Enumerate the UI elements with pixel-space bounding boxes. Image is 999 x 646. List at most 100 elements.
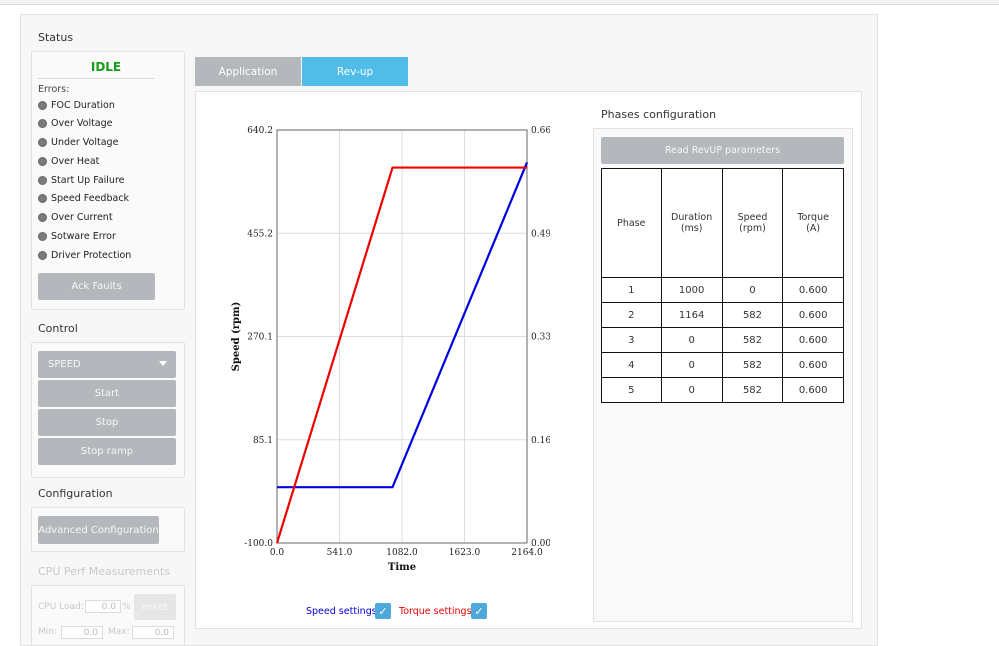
status-led-icon <box>38 250 47 260</box>
y-tick-label: 85.1 <box>253 436 273 446</box>
phase-number-cell: 1 <box>601 277 662 303</box>
torque-settings-checkbox[interactable]: ✓ <box>471 603 487 619</box>
error-item: Under Voltage <box>38 136 118 150</box>
error-label: FOC Duration <box>51 99 115 111</box>
torque-settings-label: Torque settings <box>399 606 472 617</box>
status-led-icon <box>38 213 47 222</box>
column-header: Speed (rpm) <box>721 168 784 278</box>
error-item: Sotware Error <box>38 229 116 243</box>
error-label: Speed Feedback <box>51 193 130 205</box>
divider <box>38 78 154 79</box>
ack-faults-button[interactable]: Ack Faults <box>38 273 155 300</box>
x-axis-label: Time <box>388 562 416 573</box>
editable-cell[interactable]: 0.600 <box>782 277 844 303</box>
status-led-icon <box>38 138 47 147</box>
speed-series-line <box>277 162 529 489</box>
table-row: 2 1164 582 0.600 <box>601 302 844 328</box>
y2-tick-label: 0.66 <box>531 126 550 136</box>
status-led-icon <box>38 100 47 110</box>
read-revup-button[interactable]: Read RevUP parameters <box>601 137 844 164</box>
check-icon: ✓ <box>378 604 388 618</box>
x-tick-label: 541.0 <box>327 548 353 558</box>
errors-label: Errors: <box>38 84 70 95</box>
motor-state: IDLE <box>90 60 122 74</box>
editable-cell[interactable]: 0 <box>660 377 723 403</box>
y-tick-label: 640.2 <box>247 126 273 136</box>
cpu-max-label: Max: <box>108 627 130 637</box>
x-tick-label: 1623.0 <box>449 548 481 558</box>
status-led-icon <box>38 156 47 166</box>
error-label: Start Up Failure <box>51 174 125 186</box>
table-row: 3 0 582 0.600 <box>601 327 844 353</box>
tab-rev-up[interactable]: Rev-up <box>302 57 408 86</box>
editable-cell[interactable]: 0 <box>721 277 784 303</box>
table-row: 1 1000 0 0.600 <box>601 277 844 303</box>
error-label: Sotware Error <box>51 230 116 242</box>
y2-tick-label: 0.49 <box>531 229 550 239</box>
error-label: Over Current <box>51 212 113 223</box>
error-item: Over Voltage <box>38 117 113 131</box>
top-tab-strip <box>0 0 999 5</box>
editable-cell[interactable]: 0 <box>660 352 723 378</box>
editable-cell[interactable]: 582 <box>721 302 784 328</box>
phase-number-cell: 3 <box>601 327 662 353</box>
status-led-icon <box>38 231 47 241</box>
mode-select[interactable]: SPEED <box>38 351 176 378</box>
error-label: Over Heat <box>51 155 100 167</box>
table-row: 5 0 582 0.600 <box>601 377 844 403</box>
error-item: FOC Duration <box>38 98 115 112</box>
cpu-min-field: 0.0 <box>61 626 103 639</box>
editable-cell[interactable]: 0 <box>660 327 723 353</box>
advanced-configuration-button[interactable]: Advanced Configuration <box>38 516 159 544</box>
editable-cell[interactable]: 0.600 <box>782 302 844 328</box>
chevron-down-icon <box>159 361 167 366</box>
error-item: Driver Protection <box>38 248 131 262</box>
speed-settings-label: Speed settings <box>306 606 377 617</box>
error-item: Over Current <box>38 211 113 225</box>
editable-cell[interactable]: 0.600 <box>782 327 844 353</box>
editable-cell[interactable]: 582 <box>721 352 784 378</box>
x-tick-label: 0.0 <box>270 548 285 558</box>
y-tick-label: 455.2 <box>247 229 273 239</box>
error-item: Over Heat <box>38 154 99 168</box>
error-item: Speed Feedback <box>38 192 129 206</box>
cpu-max-field: 0.0 <box>132 626 174 639</box>
editable-cell[interactable]: 1164 <box>660 302 723 328</box>
stop-ramp-button[interactable]: Stop ramp <box>38 438 176 465</box>
plot-frame <box>276 129 528 544</box>
cpu-load-unit: % <box>122 602 131 612</box>
editable-cell[interactable]: 0.600 <box>782 352 844 378</box>
column-header: Duration (ms) <box>660 168 723 278</box>
configuration-title: Configuration <box>38 487 113 500</box>
phases-title: Phases configuration <box>601 108 717 121</box>
table-header-row: Phase Duration (ms) Speed (rpm) Torque (… <box>601 168 844 278</box>
editable-cell[interactable]: 582 <box>721 327 784 353</box>
editable-cell[interactable]: 1000 <box>660 277 723 303</box>
cpu-load-field: 0.0 <box>85 600 121 613</box>
speed-settings-checkbox[interactable]: ✓ <box>375 603 391 619</box>
error-item: Start Up Failure <box>38 173 125 187</box>
phase-number-cell: 5 <box>601 377 662 403</box>
check-icon: ✓ <box>474 604 484 618</box>
status-led-icon <box>38 175 47 185</box>
tab-application[interactable]: Application <box>195 57 301 86</box>
y-tick-label: 270.1 <box>247 333 273 343</box>
column-header: Torque (A) <box>782 168 844 278</box>
status-title: Status <box>38 31 74 44</box>
editable-cell[interactable]: 0.600 <box>782 377 844 403</box>
error-label: Driver Protection <box>51 249 132 261</box>
start-button[interactable]: Start <box>38 380 176 407</box>
torque-series-line <box>275 166 527 544</box>
phase-number-cell: 4 <box>601 352 662 378</box>
cpu-reset-button[interactable]: reset <box>134 594 176 620</box>
editable-cell[interactable]: 582 <box>721 377 784 403</box>
y2-tick-label: 0.16 <box>531 436 550 446</box>
cpu-perf-title: CPU Perf Measurements <box>38 565 171 578</box>
x-tick-label: 1082.0 <box>386 548 418 558</box>
y2-tick-label: 0.33 <box>531 333 550 343</box>
cpu-min-label: Min: <box>38 627 58 637</box>
status-group <box>31 51 185 310</box>
phases-table: Phase Duration (ms) Speed (rpm) Torque (… <box>601 168 844 403</box>
y2-tick-label: 0.00 <box>531 539 550 549</box>
stop-button[interactable]: Stop <box>38 409 176 436</box>
